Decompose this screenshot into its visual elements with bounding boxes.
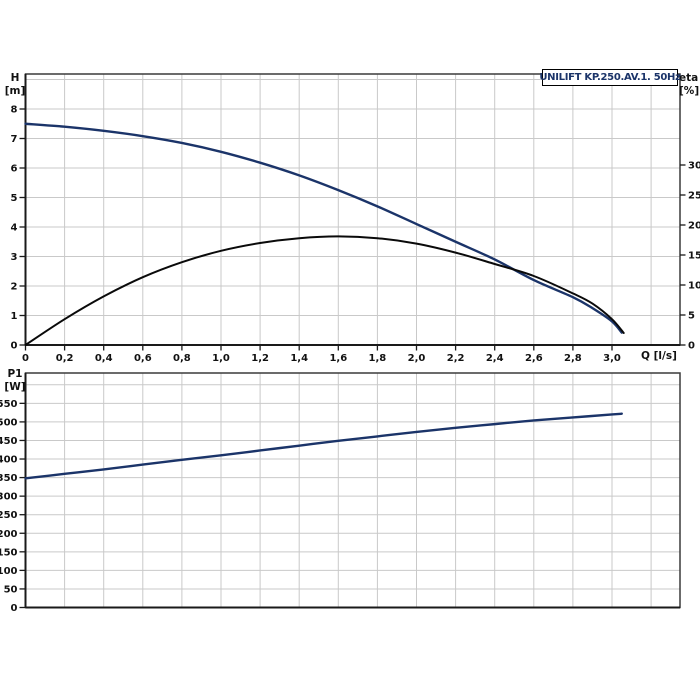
left-tick-label: 150 xyxy=(0,547,18,558)
x-tick-label: 3,0 xyxy=(603,353,621,364)
left-tick-label: 550 xyxy=(0,399,18,410)
x-tick-label: 0,8 xyxy=(173,353,191,364)
left-tick-label: 300 xyxy=(0,492,18,503)
left-tick-label: 0 xyxy=(11,603,18,614)
left-tick-label: 5 xyxy=(11,193,18,204)
left-tick-label: 500 xyxy=(0,417,18,428)
left-tick-label: 100 xyxy=(0,566,18,577)
x-tick-label: 0,2 xyxy=(56,353,74,364)
x-tick-label: 1,8 xyxy=(369,353,387,364)
eta-axis-unit: [%] xyxy=(679,85,700,97)
right-tick-label: 0 xyxy=(688,341,695,352)
left-tick-label: 0 xyxy=(11,341,18,352)
x-tick-label: 1,0 xyxy=(212,353,230,364)
x-tick-label: 2,6 xyxy=(525,353,543,364)
left-tick-label: 4 xyxy=(11,223,18,234)
x-tick-label: 1,2 xyxy=(251,353,269,364)
left-tick-label: 250 xyxy=(0,510,18,521)
left-tick-label: 350 xyxy=(0,473,18,484)
p1-axis-caption: P1 [W] xyxy=(2,368,28,394)
x-tick-label: 2,4 xyxy=(486,353,504,364)
x-tick-label: 1,6 xyxy=(329,353,347,364)
eta-curve xyxy=(24,235,625,346)
right-tick-label: 15 xyxy=(688,251,700,262)
h-axis-caption: H [m] xyxy=(2,72,28,98)
p1-axis-unit: [W] xyxy=(4,381,26,393)
p1-curve xyxy=(24,412,623,480)
p1-axis-name: P1 xyxy=(7,368,23,380)
pump-title-box: UNILIFT KP.250.AV.1. 50Hz xyxy=(539,69,681,86)
plot-frame xyxy=(24,372,681,609)
eta-axis-name: eta xyxy=(679,72,699,84)
h-curve xyxy=(24,122,623,334)
left-tick-label: 2 xyxy=(11,282,18,293)
right-tick-label: 10 xyxy=(688,281,700,292)
left-tick-label: 50 xyxy=(4,584,18,595)
x-tick-label: 2,2 xyxy=(447,353,465,364)
x-tick-label: 2,0 xyxy=(408,353,426,364)
h-axis-unit: [m] xyxy=(4,85,26,97)
left-tick-label: 3 xyxy=(11,252,18,263)
left-tick-label: 6 xyxy=(11,164,18,175)
x-tick-label: 1,4 xyxy=(290,353,308,364)
x-tick-label: 0,6 xyxy=(134,353,152,364)
left-tick-label: 400 xyxy=(0,455,18,466)
x-tick-label: 0 xyxy=(22,353,29,364)
left-tick-label: 200 xyxy=(0,529,18,540)
x-tick-label: 2,8 xyxy=(564,353,582,364)
h-axis-name: H xyxy=(10,72,20,84)
right-tick-label: 5 xyxy=(688,311,695,322)
right-tick-label: 30 xyxy=(688,161,700,172)
left-tick-label: 1 xyxy=(11,311,18,322)
x-tick-label: 0,4 xyxy=(95,353,113,364)
left-tick-label: 8 xyxy=(11,105,18,116)
right-tick-label: 25 xyxy=(688,191,700,202)
q-axis-caption: Q [l/s] xyxy=(641,350,677,362)
left-tick-label: 450 xyxy=(0,436,18,447)
right-tick-label: 20 xyxy=(688,221,700,232)
left-tick-label: 7 xyxy=(11,134,18,145)
pump-title: UNILIFT KP.250.AV.1. 50Hz xyxy=(539,72,681,83)
plot-frame xyxy=(24,73,681,346)
eta-axis-caption: eta [%] xyxy=(679,72,700,98)
